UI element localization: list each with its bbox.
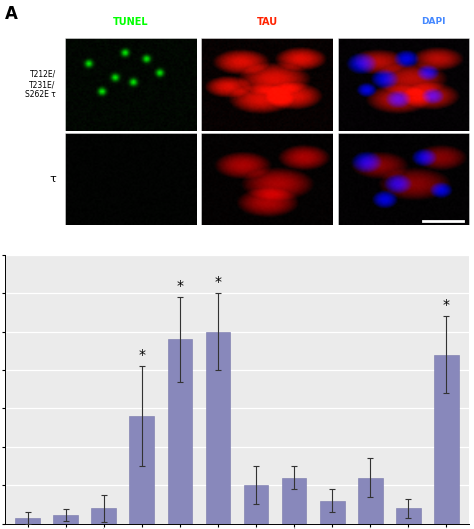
Text: *: *	[214, 275, 221, 289]
Bar	[53, 515, 78, 524]
Bar	[434, 354, 459, 524]
Text: TAU: TAU	[256, 17, 278, 27]
Text: T212E/
T231E/
S262E τ: T212E/ T231E/ S262E τ	[25, 70, 56, 99]
Text: *: *	[443, 298, 450, 312]
Bar	[358, 478, 383, 524]
Bar	[91, 508, 116, 524]
Bar	[15, 518, 40, 524]
Bar	[206, 332, 230, 524]
Text: τ: τ	[49, 174, 56, 184]
Text: *: *	[176, 279, 183, 293]
Text: A: A	[5, 5, 18, 23]
Text: DAPI: DAPI	[421, 17, 446, 26]
Bar	[396, 508, 421, 524]
Text: TUNEL: TUNEL	[113, 17, 149, 27]
Text: MERGE +: MERGE +	[353, 17, 402, 26]
Text: *: *	[138, 348, 146, 362]
Bar	[129, 416, 154, 524]
Bar	[244, 485, 268, 524]
Bar	[282, 478, 307, 524]
Bar	[320, 500, 345, 524]
Bar	[167, 339, 192, 524]
